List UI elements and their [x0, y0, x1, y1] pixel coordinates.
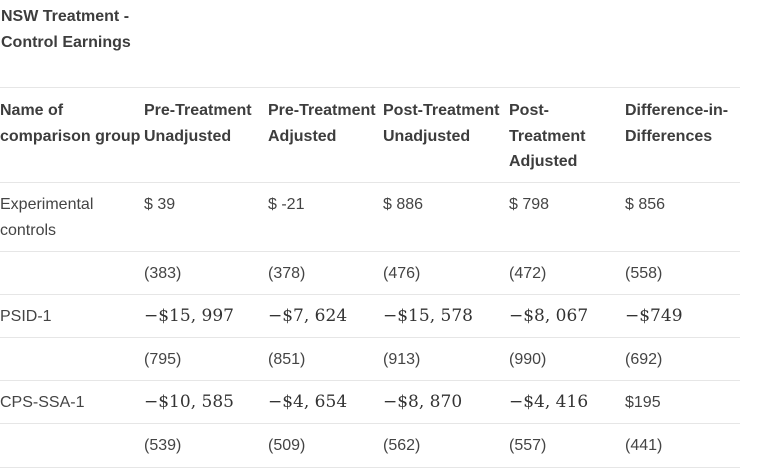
table-cell: $ 798	[509, 182, 625, 252]
table-row: Experimental controls $ 39 $ -21 $ 886 $…	[0, 182, 740, 252]
table-cell: (692)	[625, 337, 740, 381]
group-name	[0, 337, 144, 381]
table-cell: $ -21	[268, 182, 383, 252]
table-row: CPS-SSA-1 −$10, 585 −$4, 654 −$8, 870 −$…	[0, 380, 740, 424]
table-cell: (558)	[625, 251, 740, 295]
group-name: Experimental controls	[0, 182, 144, 252]
column-header-diff-in-diff: Difference-in-Differences	[625, 87, 740, 183]
table-cell: (472)	[509, 251, 625, 295]
table-row: (383) (378) (476) (472) (558)	[0, 251, 740, 295]
table-cell: (383)	[144, 251, 268, 295]
table-cell: (562)	[383, 423, 509, 468]
table-cell: (990)	[509, 337, 625, 381]
table-header-row: Name of comparison group Pre-Treatment U…	[0, 87, 740, 183]
table-cell: $ 39	[144, 182, 268, 252]
table-cell: $ 886	[383, 182, 509, 252]
table-cell: −$10, 585	[144, 380, 268, 424]
group-name: CPS-SSA-1	[0, 380, 144, 424]
table-cell: −$8, 067	[509, 294, 625, 338]
table-row: PSID-1 −$15, 997 −$7, 624 −$15, 578 −$8,…	[0, 294, 740, 338]
earnings-table: Name of comparison group Pre-Treatment U…	[0, 87, 740, 468]
table-row: (795) (851) (913) (990) (692)	[0, 337, 740, 381]
table-cell: −$4, 416	[509, 380, 625, 424]
table-cell: −$749	[625, 294, 740, 338]
table-cell: $195	[625, 380, 740, 424]
table-cell: (476)	[383, 251, 509, 295]
table-row: (539) (509) (562) (557) (441)	[0, 423, 740, 468]
table-cell: $ 856	[625, 182, 740, 252]
group-name	[0, 251, 144, 295]
column-header-pre-unadjusted: Pre-Treatment Unadjusted	[144, 87, 268, 183]
column-header-group: Name of comparison group	[0, 87, 144, 183]
table-cell: (851)	[268, 337, 383, 381]
table-cell: (913)	[383, 337, 509, 381]
table-cell: (795)	[144, 337, 268, 381]
table-cell: −$8, 870	[383, 380, 509, 424]
table-cell: (441)	[625, 423, 740, 468]
column-header-pre-adjusted: Pre-Treatment Adjusted	[268, 87, 383, 183]
table-cell: −$15, 997	[144, 294, 268, 338]
column-header-post-adjusted: Post-Treatment Adjusted	[509, 87, 625, 183]
table-cell: −$7, 624	[268, 294, 383, 338]
group-name	[0, 423, 144, 468]
table-cell: (509)	[268, 423, 383, 468]
column-header-post-unadjusted: Post-Treatment Unadjusted	[383, 87, 509, 183]
table-cell: (557)	[509, 423, 625, 468]
table-caption: NSW Treatment - Control Earnings	[1, 8, 131, 51]
table-cell: (378)	[268, 251, 383, 295]
table-cell: −$15, 578	[383, 294, 509, 338]
table-cell: −$4, 654	[268, 380, 383, 424]
table-cell: (539)	[144, 423, 268, 468]
group-name: PSID-1	[0, 294, 144, 338]
